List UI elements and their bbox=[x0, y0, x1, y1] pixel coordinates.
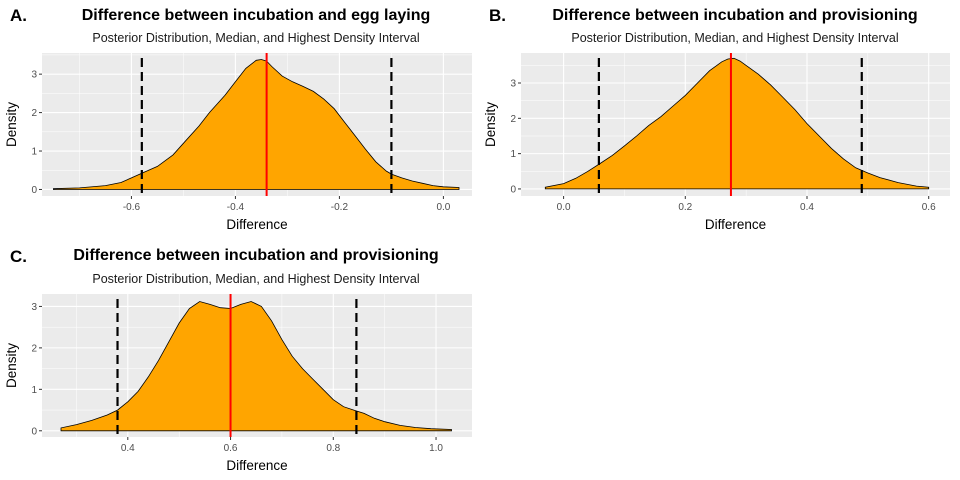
x-tick-label: 0.0 bbox=[436, 202, 450, 213]
x-tick-label: 0.8 bbox=[326, 443, 340, 454]
density-area bbox=[544, 57, 930, 190]
x-tick-label: -0.2 bbox=[331, 202, 349, 213]
x-axis-title: Difference bbox=[226, 217, 287, 232]
panel-label: B. bbox=[489, 6, 506, 25]
x-tick-label: 0.2 bbox=[678, 202, 692, 213]
y-tick-label: 2 bbox=[510, 114, 516, 125]
x-tick-label: 0.6 bbox=[224, 443, 238, 454]
y-tick-label: 0 bbox=[31, 185, 37, 196]
y-tick-label: 3 bbox=[510, 79, 516, 90]
x-tick-label: 0.4 bbox=[800, 202, 814, 213]
x-tick-label: 0.0 bbox=[557, 202, 571, 213]
y-tick-label: 0 bbox=[31, 426, 37, 437]
x-axis-title: Difference bbox=[705, 217, 766, 232]
x-tick-label: 1.0 bbox=[429, 443, 443, 454]
y-axis-title: Density bbox=[4, 343, 19, 388]
x-tick-label: 0.6 bbox=[922, 202, 936, 213]
y-tick-label: 1 bbox=[31, 147, 37, 158]
y-axis-title: Density bbox=[4, 102, 19, 147]
y-tick-label: 0 bbox=[510, 184, 516, 195]
y-tick-label: 2 bbox=[31, 108, 37, 119]
density-area bbox=[60, 301, 452, 432]
chart-title: Difference between incubation and provis… bbox=[552, 7, 918, 24]
x-axis-title: Difference bbox=[226, 458, 287, 473]
panel-label: C. bbox=[10, 247, 27, 266]
density-area bbox=[53, 59, 460, 190]
x-tick-label: 0.4 bbox=[121, 443, 135, 454]
x-tick-label: -0.6 bbox=[123, 202, 141, 213]
chart-subtitle: Posterior Distribution, Median, and High… bbox=[92, 272, 420, 286]
density-plot-c: 0.4 0.6 0.8 1.0 0 1 2 3 Difference Density bbox=[4, 294, 472, 473]
y-tick-label: 3 bbox=[31, 70, 37, 81]
y-axis-title: Density bbox=[483, 102, 498, 147]
panel-label: A. bbox=[10, 6, 27, 25]
density-plot-b: 0.0 0.2 0.4 0.6 0 1 2 3 Difference Density bbox=[483, 53, 950, 232]
chart-title: Difference between incubation and egg la… bbox=[81, 7, 431, 24]
x-tick-label: -0.4 bbox=[227, 202, 245, 213]
chart-title: Difference between incubation and provis… bbox=[73, 247, 439, 264]
y-tick-label: 1 bbox=[510, 149, 516, 160]
y-tick-label: 1 bbox=[31, 385, 37, 396]
chart-subtitle: Posterior Distribution, Median, and High… bbox=[92, 31, 420, 45]
y-tick-label: 3 bbox=[31, 302, 37, 313]
chart-subtitle: Posterior Distribution, Median, and High… bbox=[571, 31, 899, 45]
density-plot-a: -0.6 -0.4 -0.2 0.0 0 1 2 3 Difference Density bbox=[4, 53, 472, 232]
y-tick-label: 2 bbox=[31, 343, 37, 354]
